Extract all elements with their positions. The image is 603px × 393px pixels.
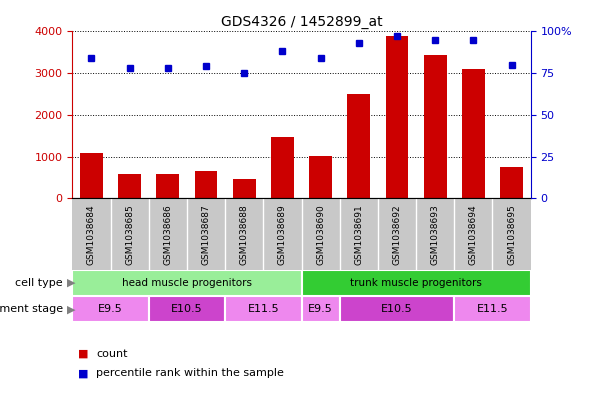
Text: head muscle progenitors: head muscle progenitors [122, 278, 252, 288]
Text: E9.5: E9.5 [98, 304, 123, 314]
Text: GSM1038684: GSM1038684 [87, 204, 96, 264]
Bar [225, 296, 302, 322]
Text: GSM1038689: GSM1038689 [278, 204, 287, 265]
Text: GSM1038688: GSM1038688 [240, 204, 248, 265]
Text: development stage: development stage [0, 304, 66, 314]
Bar [500, 167, 523, 198]
Bar [149, 296, 225, 322]
Text: ■: ■ [78, 368, 89, 378]
Text: GSM1038687: GSM1038687 [201, 204, 210, 265]
Bar [347, 94, 370, 198]
Text: E11.5: E11.5 [476, 304, 508, 314]
Text: ▶: ▶ [67, 304, 75, 314]
Text: GSM1038691: GSM1038691 [355, 204, 363, 265]
Bar [195, 171, 218, 198]
Text: GSM1038695: GSM1038695 [507, 204, 516, 265]
Text: GSM1038694: GSM1038694 [469, 204, 478, 264]
Bar [156, 174, 179, 198]
Text: cell type: cell type [15, 278, 66, 288]
Text: ■: ■ [78, 349, 89, 359]
Bar [302, 270, 531, 296]
Text: GSM1038685: GSM1038685 [125, 204, 134, 265]
Bar [462, 69, 485, 198]
Bar [118, 174, 141, 198]
Text: trunk muscle progenitors: trunk muscle progenitors [350, 278, 482, 288]
Bar [385, 36, 408, 198]
Text: GSM1038693: GSM1038693 [431, 204, 440, 265]
Text: E9.5: E9.5 [308, 304, 333, 314]
Bar [302, 296, 339, 322]
Bar [454, 296, 531, 322]
Text: percentile rank within the sample: percentile rank within the sample [96, 368, 285, 378]
Title: GDS4326 / 1452899_at: GDS4326 / 1452899_at [221, 15, 382, 29]
Text: E11.5: E11.5 [247, 304, 279, 314]
Bar [309, 156, 332, 198]
Bar [233, 179, 256, 198]
Text: GSM1038690: GSM1038690 [316, 204, 325, 265]
Bar [339, 296, 454, 322]
Text: count: count [96, 349, 128, 359]
Text: E10.5: E10.5 [171, 304, 203, 314]
Bar [271, 136, 294, 198]
Bar [72, 296, 149, 322]
Bar [424, 55, 447, 198]
Bar [80, 153, 103, 198]
Bar [72, 270, 302, 296]
Text: GSM1038692: GSM1038692 [393, 204, 402, 264]
Text: E10.5: E10.5 [381, 304, 413, 314]
Text: GSM1038686: GSM1038686 [163, 204, 172, 265]
Text: ▶: ▶ [67, 278, 75, 288]
